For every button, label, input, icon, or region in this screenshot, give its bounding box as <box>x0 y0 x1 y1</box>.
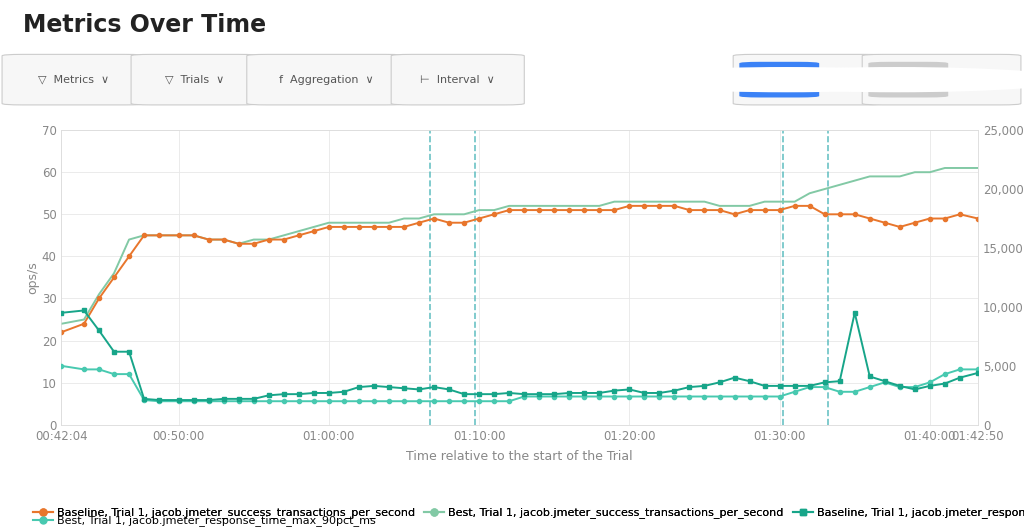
Text: ▽  Trials  ∨: ▽ Trials ∨ <box>166 75 224 84</box>
FancyBboxPatch shape <box>868 62 948 98</box>
FancyBboxPatch shape <box>2 54 145 105</box>
Text: Metrics Over Time: Metrics Over Time <box>23 13 265 37</box>
FancyBboxPatch shape <box>862 54 1021 105</box>
FancyBboxPatch shape <box>739 62 819 98</box>
FancyBboxPatch shape <box>733 54 884 105</box>
FancyBboxPatch shape <box>391 54 524 105</box>
Text: Absolute time: Absolute time <box>930 75 1008 84</box>
Circle shape <box>612 67 961 92</box>
Text: ⊢  Interval  ∨: ⊢ Interval ∨ <box>421 75 495 84</box>
Text: ▽  Metrics  ∨: ▽ Metrics ∨ <box>38 75 110 84</box>
Legend: Best, Trial 1, jacob.jmeter_response_time_max_90pct_ms: Best, Trial 1, jacob.jmeter_response_tim… <box>28 511 380 531</box>
Circle shape <box>723 67 1024 92</box>
Text: Windows: Windows <box>801 75 851 84</box>
Y-axis label: ops/s: ops/s <box>26 261 39 294</box>
Legend: Baseline, Trial 1, jacob.jmeter_success_transactions_per_second, Best, Trial 1, : Baseline, Trial 1, jacob.jmeter_success_… <box>28 503 1024 523</box>
Text: f  Aggregation  ∨: f Aggregation ∨ <box>279 75 374 84</box>
X-axis label: Time relative to the start of the Trial: Time relative to the start of the Trial <box>407 450 633 463</box>
FancyBboxPatch shape <box>247 54 406 105</box>
FancyBboxPatch shape <box>131 54 259 105</box>
